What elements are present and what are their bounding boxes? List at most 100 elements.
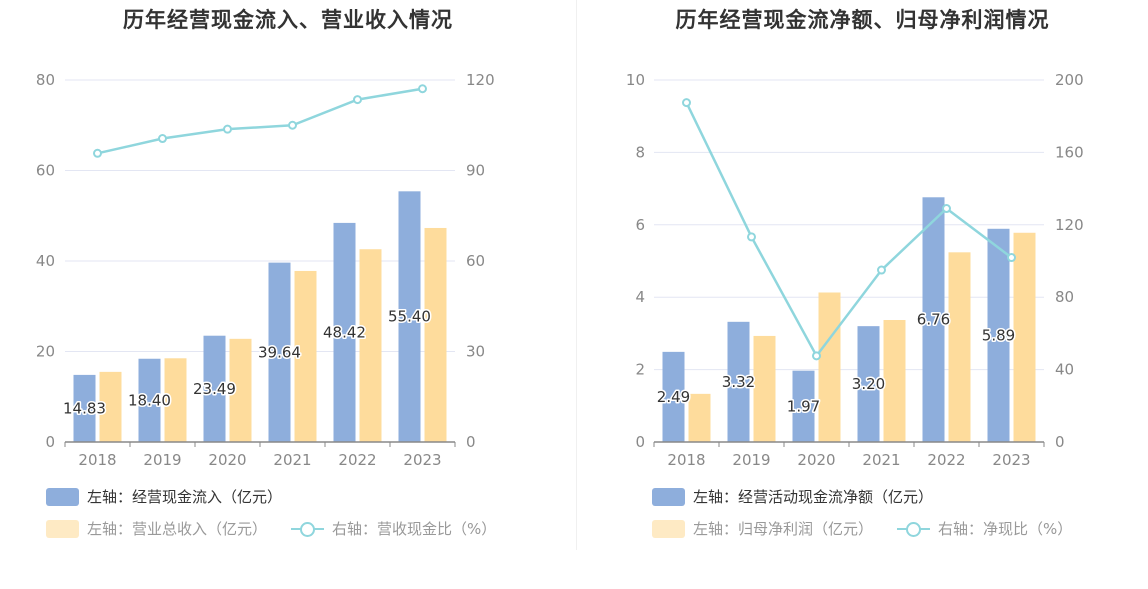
- bar-blue: [662, 351, 685, 442]
- legend-item-revenue[interactable]: 左轴： 营业总收入（亿元）: [46, 518, 267, 539]
- legend-item-cash-inflow[interactable]: 左轴： 经营现金流入（亿元）: [46, 486, 282, 507]
- legend-label: 净现比（%）: [983, 520, 1073, 538]
- y-left-tick-label: 6: [635, 216, 645, 234]
- bar-orange: [1013, 232, 1036, 442]
- legend-item-net-profit[interactable]: 左轴： 归母净利润（亿元）: [652, 518, 873, 539]
- legend-row-1: 左轴： 经营现金流入（亿元）: [46, 486, 306, 507]
- bar-orange: [164, 358, 187, 442]
- x-tick-label: 2019: [143, 451, 181, 469]
- line-point: [418, 84, 427, 94]
- line-point: [747, 232, 756, 242]
- legend-swatch-orange: [46, 519, 79, 538]
- bar-data-label: 14.83: [63, 399, 106, 417]
- line-point: [158, 134, 167, 144]
- y-left-tick-label: 0: [45, 433, 55, 451]
- legend-label: 营业总收入（亿元）: [132, 520, 268, 538]
- bar-blue: [73, 374, 96, 442]
- bar-data-label: 3.20: [852, 375, 885, 393]
- y-right-tick-label: 120: [466, 71, 495, 89]
- legend-label: 营收现金比（%）: [377, 520, 497, 538]
- x-tick-label: 2021: [273, 451, 311, 469]
- line-point: [942, 204, 951, 214]
- y-left-tick-label: 40: [36, 252, 55, 270]
- x-tick-label: 2018: [78, 451, 116, 469]
- legend-swatch-blue: [46, 487, 79, 506]
- line-point: [812, 351, 821, 361]
- legend-label: 经营现金流入（亿元）: [132, 488, 283, 506]
- bar-blue: [203, 335, 226, 442]
- legend-swatch-orange: [652, 519, 685, 538]
- legend-item-net-cash-flow[interactable]: 左轴： 经营活动现金流净额（亿元）: [652, 486, 933, 507]
- x-tick-label: 2023: [403, 451, 441, 469]
- y-left-tick-label: 60: [36, 162, 55, 180]
- bar-blue: [987, 228, 1010, 442]
- line-point: [682, 98, 691, 108]
- chart-net-cash-profit: 0 2 4 6 8 10 0 40 80 120 160 200 2018 2019 2020 2021 202…: [626, 71, 1084, 469]
- line-point: [223, 124, 232, 134]
- y-right-tick-label: 30: [466, 343, 485, 361]
- y-right-tick-label: 0: [1055, 433, 1065, 451]
- bar-blue: [857, 326, 880, 442]
- bar-data-label: 6.76: [917, 311, 950, 329]
- chart-cash-inflow-revenue: 0 20 40 60 80 0 30 60 90 120 2018 2019 2020 2021 2022 2…: [36, 71, 495, 469]
- y-right-tick-label: 80: [1055, 288, 1074, 306]
- chart-title: 历年经营现金流净额、归母净利润情况: [675, 8, 1050, 32]
- bar-blue: [727, 321, 750, 442]
- legend-label: 经营活动现金流净额（亿元）: [738, 488, 934, 506]
- bar-orange: [688, 393, 711, 442]
- legend-prefix: 右轴：: [332, 520, 378, 538]
- legend-prefix: 左轴：: [693, 488, 739, 506]
- line-point: [288, 120, 297, 130]
- bar-data-label: 23.49: [193, 380, 236, 398]
- bar-orange: [424, 227, 447, 442]
- line-point: [353, 95, 362, 105]
- chart-panel-net-cash: 历年经营现金流净额、归母净利润情况 0 2 4 6 8 10 0 40 80 120 160 200 2…: [577, 0, 1148, 560]
- legend-prefix: 左轴：: [87, 520, 133, 538]
- x-tick-label: 2022: [338, 451, 376, 469]
- bar-orange: [818, 292, 841, 442]
- panel-divider: [576, 0, 577, 550]
- y-left-tick-label: 4: [635, 288, 645, 306]
- y-left-tick-label: 10: [626, 71, 645, 89]
- bar-blue: [268, 262, 291, 442]
- bar-data-label: 3.32: [722, 373, 755, 391]
- x-tick-label: 2020: [208, 451, 246, 469]
- line-series: [685, 102, 1013, 359]
- y-left-tick-label: 8: [635, 143, 645, 161]
- legend-item-net-cash-ratio[interactable]: 右轴： 净现比（%）: [897, 518, 1072, 539]
- bar-data-label: 39.64: [258, 343, 301, 361]
- legend-line-marker-icon: [897, 520, 931, 538]
- y-left-tick-label: 0: [635, 433, 645, 451]
- x-tick-label: 2023: [992, 451, 1030, 469]
- bar-data-label: 1.97: [787, 397, 820, 415]
- x-tick-label: 2019: [732, 451, 770, 469]
- legend-swatch-blue: [652, 487, 685, 506]
- line-point: [93, 148, 102, 158]
- bar-data-label: 5.89: [982, 326, 1015, 344]
- bar-data-label: 48.42: [323, 323, 366, 341]
- y-left-tick-label: 20: [36, 343, 55, 361]
- legend-row-1: 左轴： 经营活动现金流净额（亿元）: [652, 486, 957, 507]
- bar-blue: [922, 197, 945, 442]
- legend-prefix: 右轴：: [938, 520, 984, 538]
- bar-blue: [792, 370, 815, 442]
- x-tick-label: 2022: [927, 451, 965, 469]
- legend-item-revenue-cash-ratio[interactable]: 右轴： 营收现金比（%）: [291, 518, 496, 539]
- bar-data-label: 55.40: [388, 308, 431, 326]
- legend-row-2: 左轴： 归母净利润（亿元） 右轴： 净现比（%）: [652, 518, 1096, 539]
- legend-line-marker-icon: [291, 520, 325, 538]
- y-right-tick-label: 120: [1055, 216, 1084, 234]
- y-left-tick-label: 2: [635, 361, 645, 379]
- y-right-tick-label: 40: [1055, 361, 1074, 379]
- bar-blue: [398, 191, 421, 442]
- bar-orange: [883, 320, 906, 442]
- y-right-tick-label: 0: [466, 433, 476, 451]
- bar-orange: [753, 335, 776, 442]
- legend-label: 归母净利润（亿元）: [738, 520, 874, 538]
- line-series: [97, 87, 423, 155]
- y-left-tick-label: 80: [36, 71, 55, 89]
- bar-orange: [99, 371, 122, 442]
- bar-blue: [138, 358, 161, 442]
- bar-orange: [229, 338, 252, 442]
- y-right-tick-label: 200: [1055, 71, 1084, 89]
